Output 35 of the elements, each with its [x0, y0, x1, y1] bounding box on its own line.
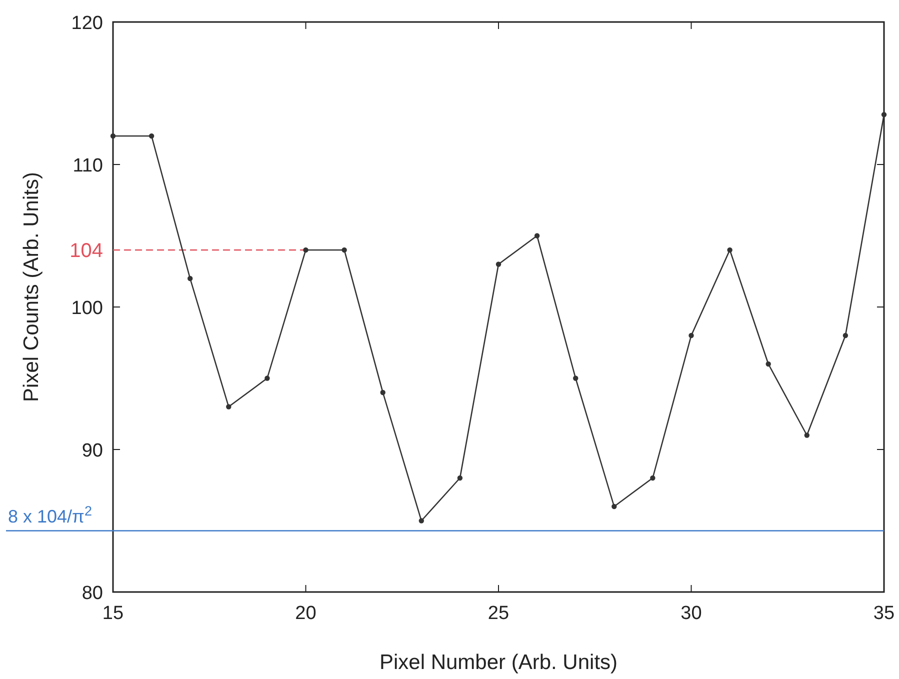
point [226, 404, 232, 410]
point [342, 247, 347, 253]
point [804, 432, 810, 438]
point [573, 376, 578, 381]
x-tick-label: 15 [102, 603, 124, 624]
y-tick-label: 100 [71, 298, 103, 319]
point [612, 504, 617, 510]
point [148, 133, 154, 139]
point [650, 475, 656, 481]
ref-line-label: 8 x 104/π$^{2}$ [8, 503, 92, 527]
point [188, 276, 193, 282]
point [496, 262, 502, 267]
point [303, 247, 308, 253]
point [842, 332, 848, 338]
ref-line-label: 104 [70, 240, 103, 262]
x-tick-label: 35 [873, 603, 895, 624]
y-tick-label: 110 [72, 156, 103, 176]
y-tick-label: 90 [82, 440, 103, 462]
y-axis-title: Pixel Counts (Arb. Units) [20, 172, 43, 402]
point [457, 475, 463, 481]
point [264, 376, 270, 381]
x-tick-label: 25 [488, 603, 510, 624]
point [881, 112, 887, 118]
y-tick-label: 80 [82, 583, 103, 604]
point [688, 332, 694, 338]
point [534, 233, 540, 238]
x-axis-title: Pixel Number (Arb. Units) [379, 651, 618, 674]
x-tick-label: 20 [295, 603, 316, 624]
point [110, 133, 116, 139]
point [380, 390, 386, 396]
point [727, 247, 732, 253]
y-tick-label: 120 [71, 13, 103, 34]
point [418, 518, 424, 524]
point [766, 361, 771, 367]
x-tick-label: 30 [680, 603, 702, 624]
